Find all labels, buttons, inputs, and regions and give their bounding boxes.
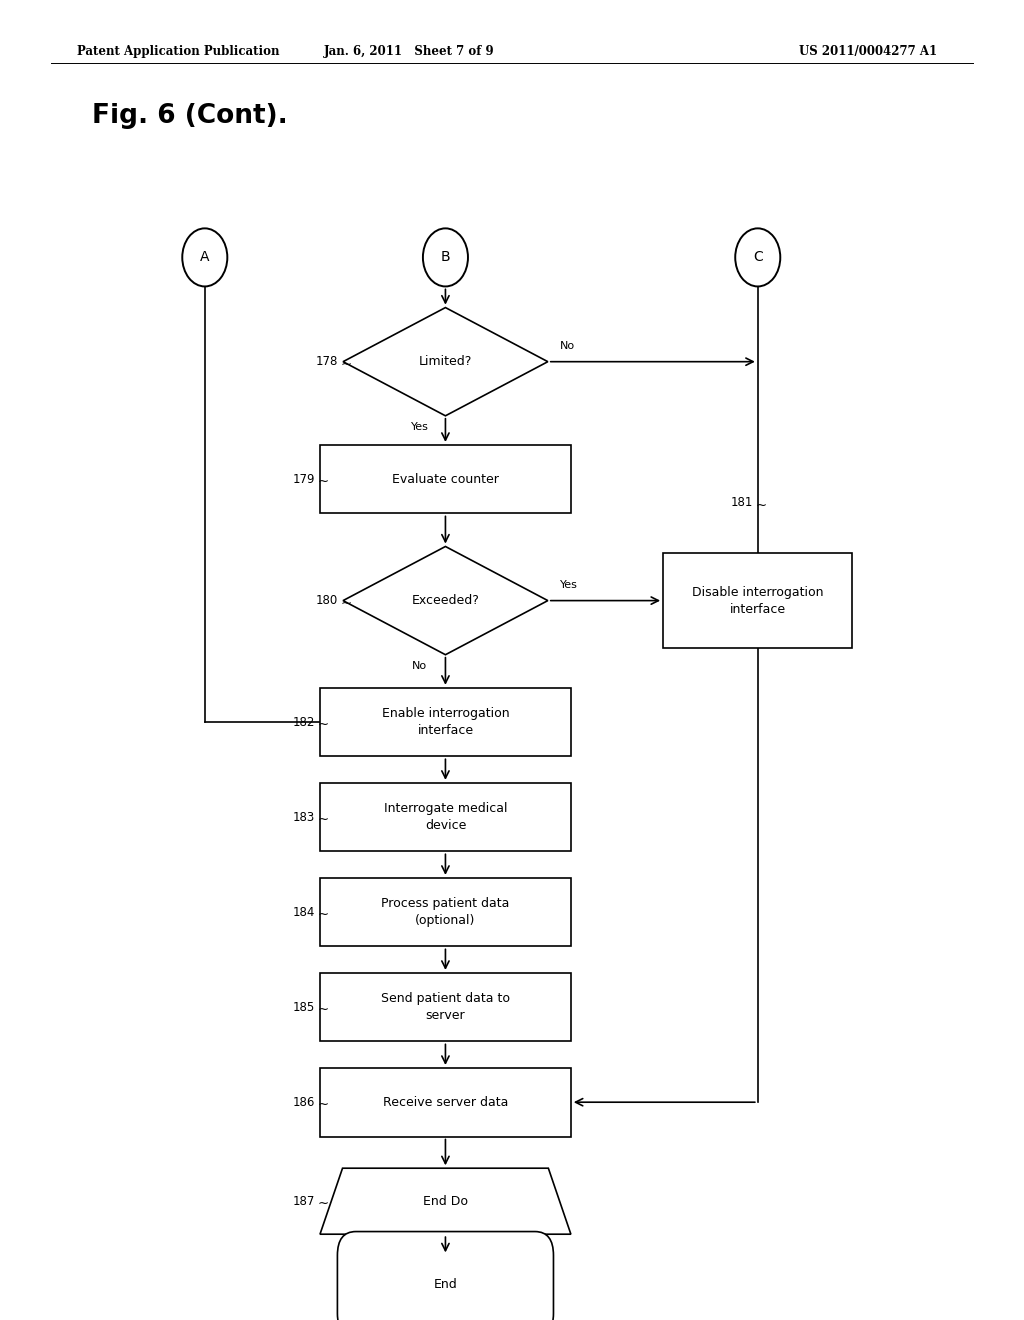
Text: Fig. 6 (Cont).: Fig. 6 (Cont). bbox=[92, 103, 288, 129]
Text: ∼: ∼ bbox=[317, 475, 329, 488]
Circle shape bbox=[182, 228, 227, 286]
Text: ∼: ∼ bbox=[317, 1003, 329, 1016]
Text: Yes: Yes bbox=[560, 579, 578, 590]
Text: ∼: ∼ bbox=[317, 908, 329, 921]
Text: ∼: ∼ bbox=[756, 499, 767, 512]
Text: ∼: ∼ bbox=[341, 358, 352, 371]
Text: Disable interrogation
interface: Disable interrogation interface bbox=[692, 586, 823, 615]
Polygon shape bbox=[319, 1168, 571, 1234]
Text: Limited?: Limited? bbox=[419, 355, 472, 368]
Text: No: No bbox=[413, 661, 427, 672]
FancyBboxPatch shape bbox=[338, 1232, 553, 1320]
Text: 180: 180 bbox=[315, 594, 338, 607]
Text: C: C bbox=[753, 251, 763, 264]
Text: Evaluate counter: Evaluate counter bbox=[392, 473, 499, 486]
Text: ∼: ∼ bbox=[317, 718, 329, 731]
Text: ∼: ∼ bbox=[317, 1197, 329, 1210]
Text: 183: 183 bbox=[293, 810, 315, 824]
Text: 185: 185 bbox=[293, 1001, 315, 1014]
Text: A: A bbox=[200, 251, 210, 264]
FancyBboxPatch shape bbox=[319, 445, 571, 513]
Text: 187: 187 bbox=[293, 1195, 315, 1208]
Text: Patent Application Publication: Patent Application Publication bbox=[77, 45, 280, 58]
Text: Jan. 6, 2011   Sheet 7 of 9: Jan. 6, 2011 Sheet 7 of 9 bbox=[325, 45, 495, 58]
Text: Send patient data to
server: Send patient data to server bbox=[381, 993, 510, 1022]
FancyBboxPatch shape bbox=[319, 973, 571, 1041]
FancyBboxPatch shape bbox=[319, 783, 571, 851]
Text: Process patient data
(optional): Process patient data (optional) bbox=[381, 898, 510, 927]
Circle shape bbox=[423, 228, 468, 286]
Text: End Do: End Do bbox=[423, 1195, 468, 1208]
Text: 186: 186 bbox=[293, 1096, 315, 1109]
FancyBboxPatch shape bbox=[664, 553, 852, 648]
Text: Yes: Yes bbox=[411, 422, 429, 433]
Text: ∼: ∼ bbox=[317, 813, 329, 826]
Polygon shape bbox=[343, 308, 548, 416]
Text: US 2011/0004277 A1: US 2011/0004277 A1 bbox=[799, 45, 937, 58]
Text: Interrogate medical
device: Interrogate medical device bbox=[384, 803, 507, 832]
Text: ∼: ∼ bbox=[317, 1098, 329, 1111]
Text: No: No bbox=[560, 341, 575, 351]
Text: 178: 178 bbox=[315, 355, 338, 368]
FancyBboxPatch shape bbox=[319, 1068, 571, 1137]
Text: 181: 181 bbox=[730, 496, 753, 510]
Text: ∼: ∼ bbox=[341, 597, 352, 610]
Text: 184: 184 bbox=[293, 906, 315, 919]
Text: B: B bbox=[440, 251, 451, 264]
FancyBboxPatch shape bbox=[319, 878, 571, 946]
Text: 182: 182 bbox=[293, 715, 315, 729]
Polygon shape bbox=[343, 546, 548, 655]
Text: Enable interrogation
interface: Enable interrogation interface bbox=[382, 708, 509, 737]
Text: 179: 179 bbox=[293, 473, 315, 486]
Text: Exceeded?: Exceeded? bbox=[412, 594, 479, 607]
Text: Receive server data: Receive server data bbox=[383, 1096, 508, 1109]
Circle shape bbox=[735, 228, 780, 286]
FancyBboxPatch shape bbox=[319, 688, 571, 756]
Text: End: End bbox=[433, 1278, 458, 1291]
